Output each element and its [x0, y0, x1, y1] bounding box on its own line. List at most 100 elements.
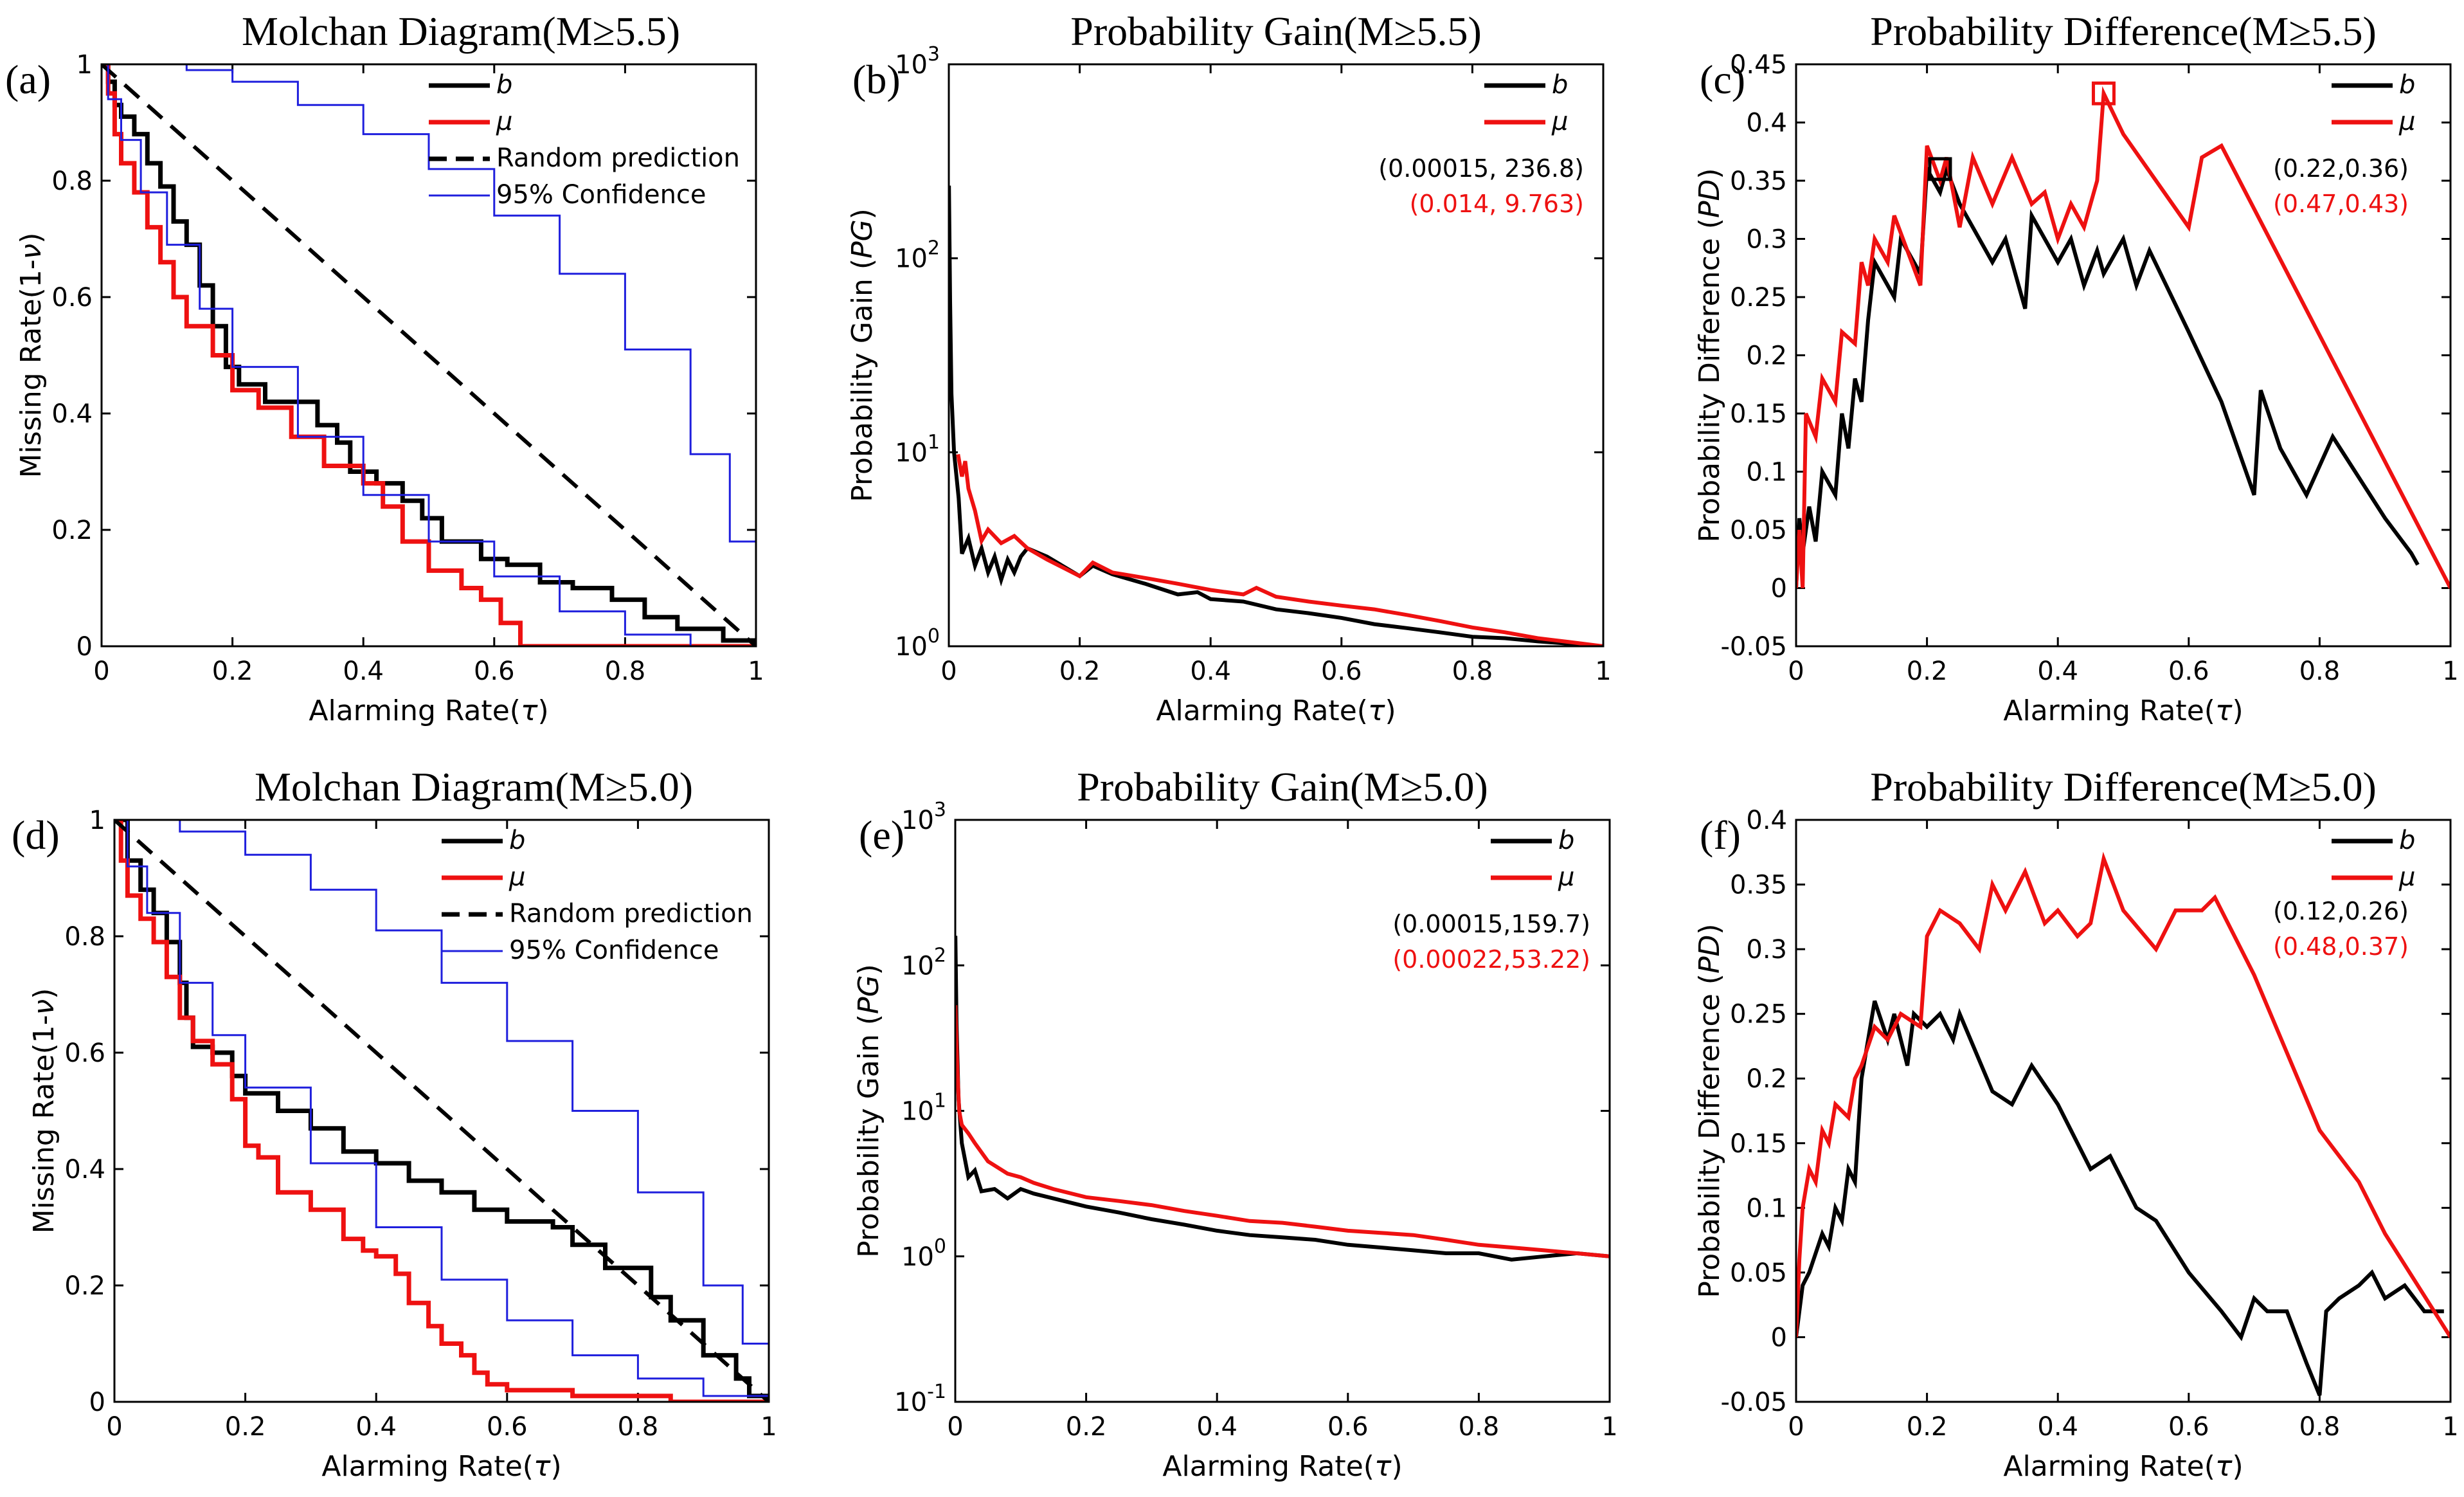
y-tick-label: 0.3	[1746, 935, 1787, 965]
y-tick-label: 0.45	[1730, 50, 1787, 80]
x-tick-label: 0.4	[2037, 657, 2078, 686]
y-tick-label: 103	[895, 43, 940, 80]
y-tick-label: 0.15	[1730, 1129, 1787, 1159]
x-axis-label: Alarming Rate(τ)	[1162, 1450, 1402, 1483]
y-axis-label: Missing Rate(1-ν)	[28, 988, 60, 1234]
panel-label: (d)	[12, 812, 60, 858]
x-tick-label: 0	[93, 657, 109, 686]
series-line--	[955, 1005, 1610, 1258]
x-tick-label: 0.6	[1327, 1412, 1369, 1442]
y-tick-label: 0.8	[51, 167, 93, 196]
legend-label: b	[1558, 826, 1574, 855]
y-tick-label: 100	[901, 1235, 946, 1272]
panel-c: Probability Difference(M≥5.5) (c) Alarming…	[1693, 8, 2459, 727]
x-tick-label: 0.8	[1452, 657, 1493, 686]
x-tick-label: 0.6	[2168, 657, 2209, 686]
panel-label: (a)	[5, 57, 51, 102]
panel-label: (b)	[852, 57, 901, 102]
legend-label: b	[2399, 826, 2415, 855]
coordinate-annotation: (0.00015, 236.8)	[1378, 154, 1584, 183]
legend-label: b	[496, 70, 512, 100]
x-tick-label: 0.2	[1066, 1412, 1107, 1442]
y-tick-label: 0.8	[64, 922, 105, 952]
panel-label: (e)	[859, 812, 904, 858]
y-tick-label: 0.4	[1746, 806, 1787, 835]
x-tick-label: 0.8	[1459, 1412, 1500, 1442]
coordinate-annotation: (0.00015,159.7)	[1392, 910, 1590, 938]
y-tick-label: 10-1	[894, 1381, 946, 1417]
x-tick-label: 0.8	[618, 1412, 659, 1442]
series-line-random-prediction	[114, 820, 769, 1402]
y-tick-label: 101	[895, 431, 940, 467]
x-tick-label: 0.6	[487, 1412, 528, 1442]
x-tick-label: 0	[940, 657, 957, 686]
y-tick-label: -0.05	[1721, 632, 1788, 662]
series-line-95%-confidence-upper	[114, 820, 769, 1402]
x-tick-label: 0	[1788, 657, 1804, 686]
x-tick-label: 0.4	[1190, 657, 1231, 686]
x-tick-label: 0.4	[1196, 1412, 1237, 1442]
legend-label: b	[509, 826, 525, 855]
y-tick-label: 0.1	[1746, 458, 1787, 487]
optimal-point-marker	[1928, 157, 1952, 181]
x-tick-label: 0	[106, 1412, 122, 1442]
legend-label: μ	[1558, 862, 1574, 892]
x-tick-label: 0	[947, 1412, 963, 1442]
series-line-95%-confidence-lower	[102, 64, 756, 646]
x-tick-label: 0.6	[2168, 1412, 2209, 1442]
y-tick-label: 102	[895, 237, 940, 274]
chart-title: Probability Gain(M≥5.5)	[1070, 8, 1482, 54]
legend-label: b	[1552, 70, 1568, 100]
y-axis-label: Probability Difference (PD)	[1693, 923, 1726, 1298]
y-tick-label: 101	[901, 1090, 946, 1127]
coordinate-annotation: (0.12,0.26)	[2273, 897, 2409, 925]
panel-f: Probability Difference(M≥5.0) (f) Alarming…	[1693, 764, 2459, 1483]
series-line-b	[1796, 162, 2420, 588]
panel-d: Molchan Diagram(M≥5.0) (d) Alarming Rate(τ…	[12, 764, 777, 1483]
legend-label: 95% Confidence	[496, 180, 706, 210]
legend-label: b	[2399, 70, 2415, 100]
legend-label: μ	[2398, 862, 2415, 892]
series-line--	[114, 820, 769, 1402]
panel-label: (f)	[1700, 812, 1741, 858]
x-axis-label: Alarming Rate(τ)	[2003, 694, 2243, 727]
y-tick-label: 100	[895, 625, 940, 662]
legend: bμ Random prediction 95% Confidence	[442, 826, 753, 965]
plot-frame	[1795, 63, 2452, 648]
x-tick-label: 0.8	[605, 657, 646, 686]
chart-title: Probability Difference(M≥5.5)	[1870, 8, 2377, 54]
chart-title: Molchan Diagram(M≥5.5)	[242, 8, 680, 54]
series-group	[102, 64, 756, 646]
x-axis-label: Alarming Rate(τ)	[321, 1450, 561, 1483]
y-tick-label: 1	[76, 50, 93, 80]
y-tick-label: 0.25	[1730, 1000, 1787, 1030]
y-tick-label: 0	[76, 632, 93, 662]
chart-title: Molchan Diagram(M≥5.0)	[255, 764, 693, 810]
y-tick-label: 0.3	[1746, 225, 1787, 255]
coordinate-annotation: (0.00022,53.22)	[1392, 945, 1590, 974]
y-tick-label: 0.15	[1730, 399, 1787, 429]
y-axis-label: Probability Gain (PG)	[852, 964, 885, 1258]
legend: bμ	[2332, 70, 2415, 136]
coordinate-annotation: (0.014, 9.763)	[1410, 190, 1584, 218]
legend-label: 95% Confidence	[509, 936, 719, 965]
series-line-95%-confidence-lower	[114, 820, 769, 1402]
legend: bμ	[1484, 70, 1568, 136]
y-axis-label: Missing Rate(1-ν)	[15, 233, 48, 478]
legend: bμ	[1491, 826, 1574, 892]
y-tick-label: 103	[901, 799, 946, 835]
plot-frame	[954, 819, 1611, 1403]
panel-b: Probability Gain(M≥5.5) (b) Alarming Rate(…	[846, 8, 1612, 727]
x-tick-label: 0.8	[2299, 1412, 2341, 1442]
coordinate-annotation: (0.47,0.43)	[2273, 190, 2409, 218]
series-line-95%-confidence-upper	[102, 64, 756, 646]
x-tick-label: 0	[1788, 1412, 1804, 1442]
series-group	[1796, 851, 2451, 1397]
x-tick-label: 0.2	[225, 1412, 266, 1442]
series-line-random-prediction	[102, 64, 756, 646]
optimal-point-marker	[2091, 81, 2116, 105]
x-tick-label: 0.6	[1321, 657, 1362, 686]
series-line--	[956, 453, 1603, 646]
y-tick-label: 0	[1771, 1323, 1787, 1352]
panel-e: Probability Gain(M≥5.0) (e) Alarming Rate(…	[852, 764, 1618, 1483]
